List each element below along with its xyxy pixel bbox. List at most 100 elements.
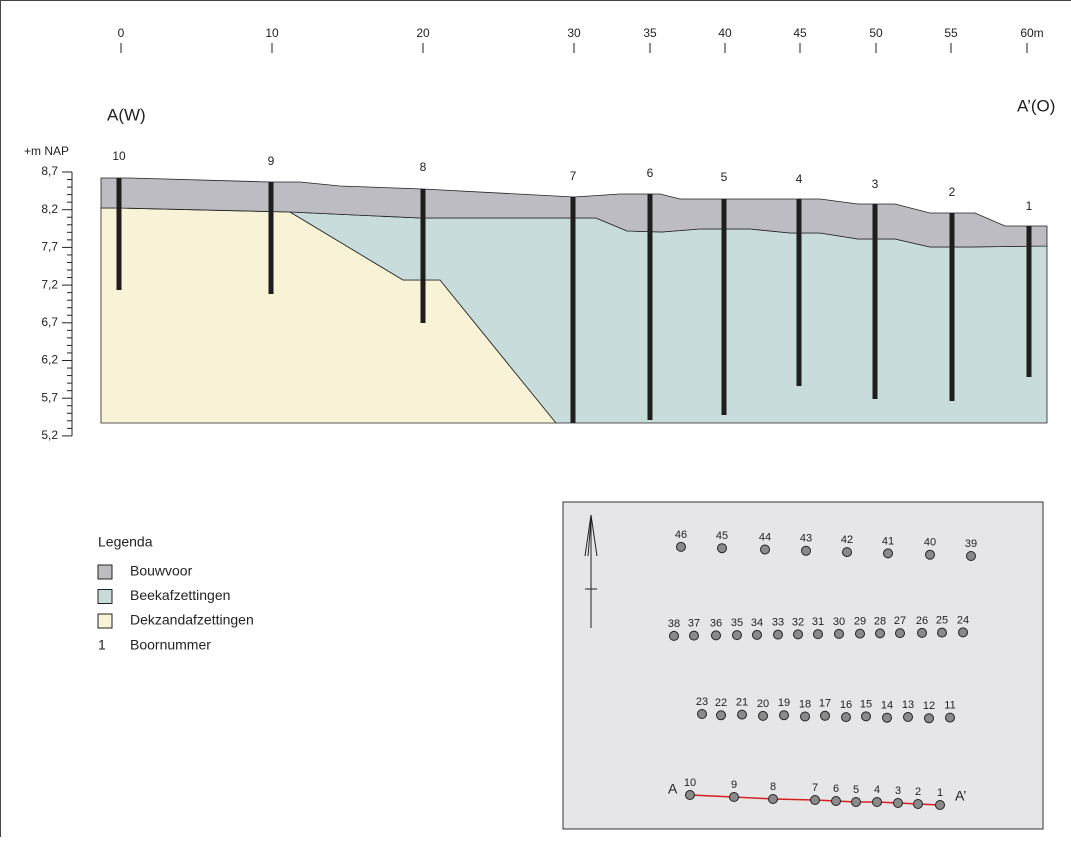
borehole-label: 4: [796, 172, 803, 186]
y-label: 8,2: [41, 202, 58, 216]
map-start-label: A: [668, 781, 678, 797]
point-label: 2: [915, 786, 921, 798]
point-label: 14: [881, 700, 893, 712]
point-label: 36: [710, 617, 722, 629]
borehole-point: [774, 630, 783, 639]
point-label: 16: [840, 699, 852, 711]
point-label: 12: [923, 700, 935, 712]
point-label: 19: [778, 697, 790, 709]
point-label: 3: [895, 785, 901, 797]
point-label: 18: [799, 698, 811, 710]
borehole-point: [852, 798, 861, 807]
x-label: 10: [265, 26, 279, 40]
point-label: 20: [757, 698, 769, 710]
borehole-point: [686, 791, 695, 800]
point-label: 38: [668, 618, 680, 630]
section-start-label: A(W): [107, 105, 146, 124]
point-label: 23: [696, 696, 708, 708]
borehole-label: 2: [949, 185, 956, 199]
map-end-label: A’: [955, 788, 966, 804]
point-label: 4: [874, 784, 880, 796]
x-label: 45: [793, 26, 807, 40]
borehole-point: [690, 631, 699, 640]
borehole-label: 8: [420, 160, 427, 174]
borehole-point: [835, 629, 844, 638]
borehole-point: [856, 629, 865, 638]
point-label: 7: [812, 782, 818, 794]
legend-label: Bouwvoor: [130, 563, 193, 579]
legend-swatch: [98, 590, 112, 604]
point-label: 1: [937, 787, 943, 799]
point-label: 26: [916, 615, 928, 627]
borehole-point: [894, 799, 903, 808]
x-label: 30: [567, 26, 581, 40]
y-label: 5,7: [41, 390, 58, 404]
point-label: 32: [792, 616, 804, 628]
borehole: [648, 194, 653, 420]
point-label: 9: [731, 779, 737, 791]
point-label: 27: [894, 615, 906, 627]
borehole-point: [936, 801, 945, 810]
x-label: 60m: [1020, 26, 1043, 40]
section-end-label: A’(O): [1017, 96, 1055, 115]
borehole-label: 1: [1026, 199, 1033, 213]
borehole-point: [914, 800, 923, 809]
point-label: 10: [684, 777, 696, 789]
borehole-label: 6: [647, 166, 654, 180]
borehole-point: [730, 793, 739, 802]
borehole-point: [862, 712, 871, 721]
point-label: 37: [688, 618, 700, 630]
borehole-point: [769, 795, 778, 804]
borehole-point: [884, 549, 893, 558]
point-label: 25: [936, 615, 948, 627]
y-unit: +m NAP: [24, 144, 69, 158]
borehole-point: [677, 542, 686, 551]
borehole-point: [821, 711, 830, 720]
point-label: 40: [924, 537, 936, 549]
point-label: 22: [715, 697, 727, 709]
borehole-point: [842, 713, 851, 722]
borehole-point: [926, 550, 935, 559]
point-label: 45: [716, 530, 728, 542]
point-label: 34: [751, 617, 763, 629]
legend-label: Beekafzettingen: [130, 587, 230, 603]
point-label: 8: [770, 781, 776, 793]
point-label: 41: [882, 535, 894, 547]
y-label: 7,7: [41, 240, 58, 254]
point-label: 28: [874, 615, 886, 627]
borehole: [797, 199, 802, 386]
borehole-point: [811, 796, 820, 805]
point-label: 5: [853, 784, 859, 796]
borehole-point: [718, 544, 727, 553]
borehole: [950, 213, 955, 401]
x-label: 20: [416, 26, 430, 40]
point-label: 43: [800, 533, 812, 545]
borehole-point: [801, 712, 810, 721]
point-label: 46: [675, 529, 687, 541]
borehole-point: [873, 798, 882, 807]
point-label: 15: [860, 698, 872, 710]
borehole-point: [761, 545, 770, 554]
borehole-label: 7: [570, 169, 577, 183]
borehole-point: [918, 628, 927, 637]
legend-swatch: [98, 614, 112, 628]
diagram: A(W) A’(O) +m NAP A A’ Legenda 1 Boornum…: [0, 0, 1071, 837]
borehole-point: [883, 713, 892, 722]
borehole-point: [780, 711, 789, 720]
borehole-point: [670, 631, 679, 640]
legend-swatch: [98, 565, 112, 579]
borehole-point: [733, 631, 742, 640]
legend-number-sample: 1: [98, 637, 106, 653]
borehole-point: [814, 630, 823, 639]
borehole-point: [753, 630, 762, 639]
borehole-point: [717, 711, 726, 720]
borehole-label: 3: [872, 177, 879, 191]
legend-title: Legenda: [98, 534, 153, 550]
point-label: 17: [819, 698, 831, 710]
borehole-point: [925, 714, 934, 723]
borehole-point: [802, 546, 811, 555]
point-label: 21: [736, 697, 748, 709]
borehole: [421, 189, 426, 323]
x-label: 35: [643, 26, 657, 40]
y-label: 6,7: [41, 315, 58, 329]
